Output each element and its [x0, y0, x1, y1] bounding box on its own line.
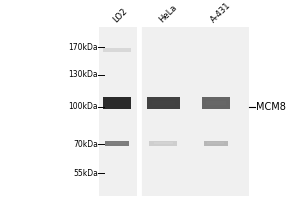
Text: 170kDa: 170kDa	[68, 43, 98, 52]
Text: A-431: A-431	[209, 1, 233, 25]
Text: 55kDa: 55kDa	[73, 169, 98, 178]
Text: 130kDa: 130kDa	[68, 70, 98, 79]
Bar	[141, 27, 248, 196]
Bar	[99, 27, 136, 196]
Bar	[147, 97, 180, 109]
Bar	[107, 101, 127, 105]
Text: LO2: LO2	[111, 7, 129, 25]
Text: 100kDa: 100kDa	[68, 102, 98, 111]
Bar	[105, 141, 129, 146]
Bar	[204, 141, 228, 146]
Bar	[202, 97, 230, 109]
Text: MCM8: MCM8	[256, 102, 286, 112]
Text: HeLa: HeLa	[157, 3, 178, 25]
Bar	[103, 97, 131, 109]
Text: 70kDa: 70kDa	[73, 140, 98, 149]
Bar	[207, 142, 224, 144]
Bar	[103, 48, 131, 52]
Bar	[149, 141, 177, 146]
Bar	[154, 142, 173, 144]
Bar	[206, 101, 226, 105]
Bar	[109, 142, 126, 144]
Bar	[152, 101, 175, 105]
